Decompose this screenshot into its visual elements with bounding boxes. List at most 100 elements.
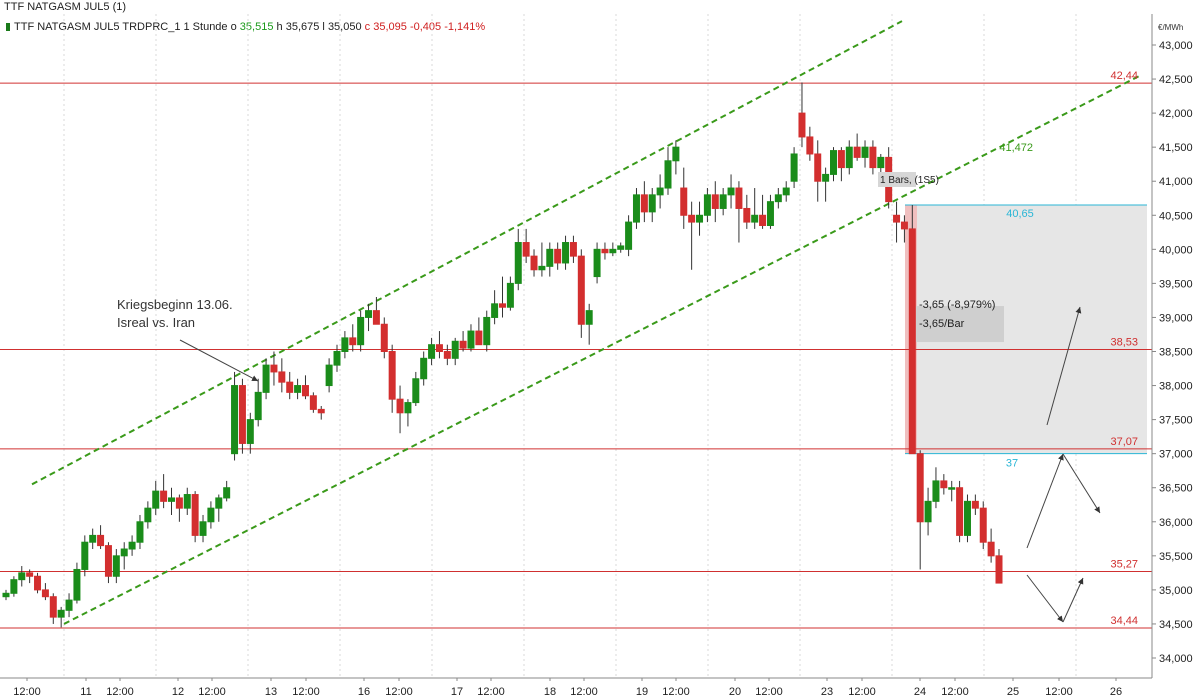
y-tick-label: 37,500	[1159, 415, 1193, 427]
candle-down	[435, 344, 443, 353]
x-tick-label: 24	[914, 686, 926, 698]
y-tick-label: 36,500	[1159, 483, 1193, 495]
change-value: -0,405	[409, 21, 442, 33]
candle-down	[104, 545, 112, 577]
y-tick-label: 35,500	[1159, 551, 1193, 563]
candle-down	[837, 150, 845, 169]
candle-down	[499, 303, 506, 308]
channel-layer	[31, 20, 1141, 625]
x-tick-label: 12:00	[1045, 686, 1073, 698]
x-tick-label: 12:00	[106, 686, 134, 698]
x-tick-label: 19	[636, 686, 648, 698]
move-stats-box	[916, 306, 1004, 343]
candle-up	[341, 337, 349, 352]
candle-down	[987, 541, 995, 557]
candle-down	[979, 507, 987, 543]
x-tick-label: 12:00	[570, 686, 598, 698]
annotation-layer: 42,44 38,53 37,07 35,27 34,44 41,472 40,65 37 1 …	[117, 70, 1138, 627]
channel-lower-line	[63, 74, 1141, 625]
candle-up	[609, 248, 617, 254]
candle-up	[404, 402, 412, 414]
candle-down	[175, 497, 183, 509]
candle-down	[380, 323, 388, 352]
candle-up	[57, 609, 65, 618]
candle-up	[254, 391, 262, 421]
hline-value-label: 34,44	[1110, 615, 1138, 627]
arrows-layer	[179, 306, 1101, 623]
x-tick-label: 13	[265, 686, 277, 698]
candle-down	[286, 381, 294, 393]
candle-up	[703, 194, 711, 216]
x-tick-label: 18	[544, 686, 556, 698]
chart-title: TTF NATGASM JUL5 (1)	[4, 1, 127, 13]
candle-up	[325, 364, 333, 387]
candle-down	[601, 248, 609, 254]
candle-down	[372, 310, 380, 325]
open-label: o	[230, 21, 237, 33]
candle-up	[506, 282, 514, 308]
y-tick-label: 34,500	[1159, 619, 1193, 631]
hline-value-label: 35,27	[1110, 558, 1138, 570]
x-tick-label: 12:00	[755, 686, 783, 698]
candle-up	[89, 534, 97, 543]
scenario-arrow-rebound	[1062, 577, 1084, 623]
x-tick-label: 12:00	[848, 686, 876, 698]
candle-down	[530, 255, 538, 271]
candle-up	[128, 541, 136, 550]
unit-label: €/MWh	[1158, 23, 1183, 32]
hline-layer	[0, 82, 1152, 629]
low-label: l	[322, 21, 325, 33]
candle-down	[900, 221, 908, 230]
candle-down	[806, 136, 814, 155]
hline-value-label: 38,53	[1110, 336, 1138, 348]
candle-down	[680, 187, 688, 216]
candle-up	[845, 146, 853, 169]
instrument-label: TTF NATGASM JUL5 TRDPRC_1 1 Stunde	[14, 21, 228, 33]
move-per-bar-label: -3,65/Bar	[919, 318, 965, 330]
candle-up	[632, 194, 640, 223]
candle-up	[727, 187, 735, 196]
scenario-arrow-up	[1026, 453, 1064, 549]
x-tick-label: 25	[1007, 686, 1019, 698]
candle-down	[278, 371, 286, 383]
candle-up	[120, 548, 128, 557]
high-label: h	[276, 21, 283, 33]
candle-up	[877, 156, 885, 169]
y-axis: €/MWh 34,000 34,500 35,000 35,500 36,000 36,50…	[1151, 14, 1193, 678]
candle-up	[10, 579, 18, 594]
x-tick-label: 12:00	[198, 686, 226, 698]
candle-down	[916, 453, 924, 523]
candle-down	[640, 194, 648, 213]
y-tick-label: 40,500	[1159, 210, 1193, 222]
candle-up	[2, 592, 10, 598]
candle-up	[822, 173, 830, 182]
y-tick-label: 43,000	[1159, 40, 1193, 52]
x-tick-label: 23	[821, 686, 833, 698]
candle-down	[349, 337, 357, 346]
candle-down	[309, 395, 317, 410]
low-value: 35,050	[327, 21, 362, 33]
candle-up	[412, 378, 420, 404]
x-tick-label: 20	[729, 686, 741, 698]
candle-down	[41, 589, 49, 598]
candle-up	[617, 245, 625, 250]
candle-up	[215, 497, 223, 509]
x-tick-label: 12:00	[477, 686, 505, 698]
candle-up	[790, 153, 798, 182]
candle-up	[774, 194, 782, 203]
candle-down	[814, 153, 822, 182]
candle-down	[759, 214, 767, 226]
hline-value-label: 42,44	[1110, 70, 1138, 82]
candle-up	[333, 351, 341, 366]
candle-up	[593, 248, 601, 278]
candle-up	[420, 357, 428, 380]
candle-up	[648, 194, 656, 213]
y-tick-label: 34,000	[1159, 653, 1193, 665]
candle-down	[908, 228, 916, 455]
candle-up	[483, 316, 491, 346]
candle-up	[491, 303, 499, 318]
y-tick-label: 41,000	[1159, 176, 1193, 188]
move-pct-label: -3,65 (-8,979%)	[919, 299, 995, 311]
candle-up	[625, 221, 633, 250]
